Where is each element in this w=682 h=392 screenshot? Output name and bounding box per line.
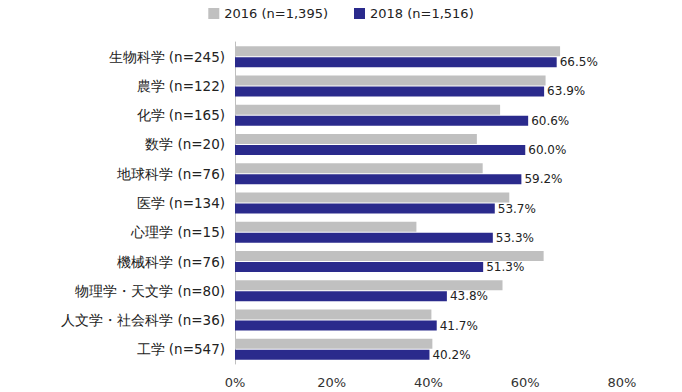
- svg-text:80%: 80%: [608, 375, 637, 390]
- svg-text:人文学・社会科学 (n=36): 人文学・社会科学 (n=36): [61, 312, 225, 328]
- svg-text:40.2%: 40.2%: [432, 348, 470, 362]
- svg-text:機械科学 (n=76): 機械科学 (n=76): [117, 254, 225, 270]
- svg-text:生物科学 (n=245): 生物科学 (n=245): [109, 49, 225, 65]
- svg-text:53.7%: 53.7%: [498, 202, 536, 216]
- svg-text:51.3%: 51.3%: [486, 260, 524, 274]
- svg-text:43.8%: 43.8%: [450, 289, 488, 303]
- svg-text:心理学 (n=15): 心理学 (n=15): [130, 224, 225, 240]
- svg-text:化学 (n=165): 化学 (n=165): [137, 107, 225, 123]
- svg-text:地球科学 (n=76): 地球科学 (n=76): [116, 166, 225, 182]
- svg-text:60%: 60%: [511, 375, 540, 390]
- svg-text:41.7%: 41.7%: [440, 319, 478, 333]
- svg-text:60.6%: 60.6%: [531, 114, 569, 128]
- svg-text:2018 (n=1,516): 2018 (n=1,516): [370, 6, 474, 21]
- svg-text:2016 (n=1,395): 2016 (n=1,395): [224, 6, 328, 21]
- svg-text:59.2%: 59.2%: [524, 172, 562, 186]
- svg-text:医学 (n=134): 医学 (n=134): [137, 195, 225, 211]
- svg-text:農学 (n=122): 農学 (n=122): [137, 78, 225, 94]
- svg-text:60.0%: 60.0%: [528, 143, 566, 157]
- svg-text:53.3%: 53.3%: [496, 231, 534, 245]
- svg-text:20%: 20%: [317, 375, 346, 390]
- svg-text:数学 (n=20): 数学 (n=20): [145, 136, 225, 152]
- svg-text:0%: 0%: [225, 375, 246, 390]
- svg-text:工学 (n=547): 工学 (n=547): [137, 341, 225, 357]
- svg-text:40%: 40%: [414, 375, 443, 390]
- svg-text:物理学・天文学 (n=80): 物理学・天文学 (n=80): [75, 283, 225, 299]
- svg-text:63.9%: 63.9%: [547, 84, 585, 98]
- svg-text:66.5%: 66.5%: [560, 55, 598, 69]
